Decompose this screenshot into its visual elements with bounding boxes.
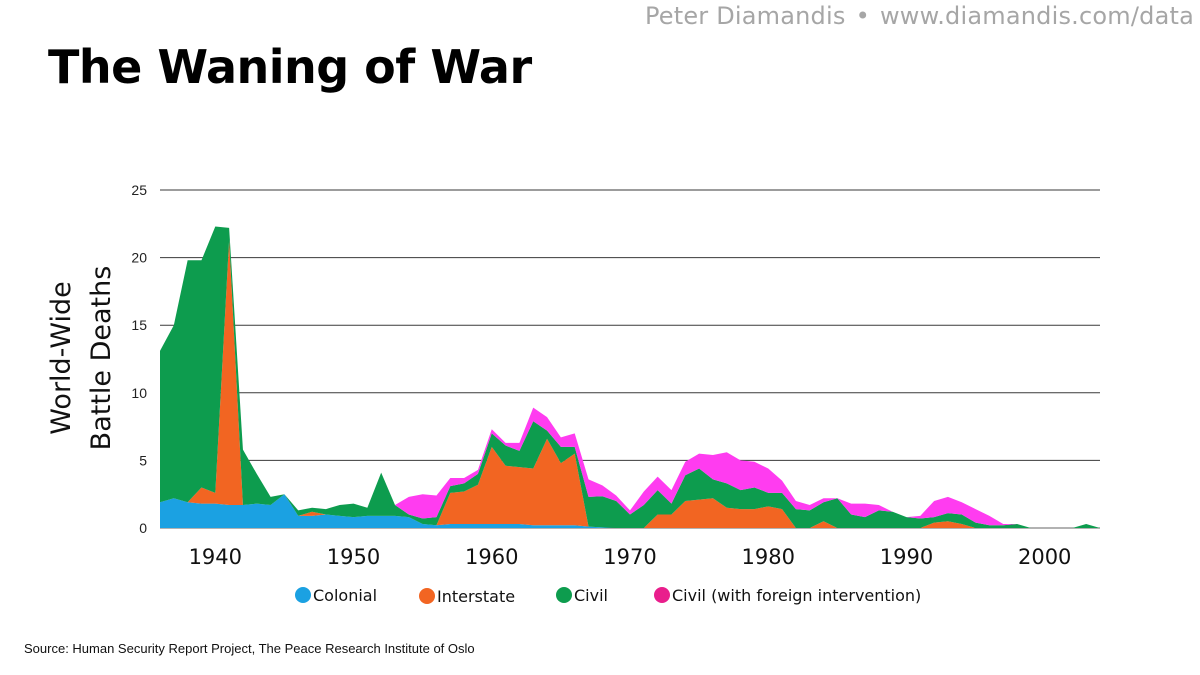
y-axis-ticks: 0 5 10 15 20 25 bbox=[131, 182, 147, 536]
credit-separator: • bbox=[855, 2, 870, 30]
legend-item: Civil (with foreign intervention) bbox=[654, 586, 921, 605]
header-credit: Peter Diamandis • www.diamandis.com/data bbox=[645, 2, 1194, 30]
area-interstate bbox=[160, 240, 1100, 529]
x-tick-label: 1980 bbox=[742, 545, 795, 569]
gridlines bbox=[160, 189, 1100, 529]
area-colonial bbox=[160, 494, 1100, 528]
x-axis-ticks: 1940 1950 1960 1970 1980 1990 2000 bbox=[189, 545, 1072, 569]
area-civil bbox=[160, 226, 1100, 528]
legend-item: Civil bbox=[556, 586, 608, 605]
x-tick-label: 2000 bbox=[1018, 545, 1071, 569]
legend: Colonial Interstate Civil Civil (with forei… bbox=[295, 586, 921, 606]
legend-marker bbox=[419, 588, 435, 604]
y-tick-label: 15 bbox=[131, 317, 147, 333]
page-title: The Waning of War bbox=[48, 40, 532, 94]
y-tick-label: 25 bbox=[131, 182, 147, 198]
x-tick-label: 1950 bbox=[327, 545, 380, 569]
source-note: Source: Human Security Report Project, T… bbox=[24, 641, 475, 656]
legend-item: Interstate bbox=[419, 587, 515, 606]
x-tick-label: 1970 bbox=[603, 545, 656, 569]
x-tick-label: 1960 bbox=[465, 545, 518, 569]
legend-marker bbox=[556, 587, 572, 603]
legend-marker bbox=[295, 587, 311, 603]
website-url: www.diamandis.com/data bbox=[879, 2, 1194, 30]
y-axis-label-line: Battle Deaths bbox=[86, 266, 117, 451]
y-tick-label: 10 bbox=[131, 385, 147, 401]
legend-marker bbox=[654, 587, 670, 603]
stacked-areas bbox=[160, 226, 1100, 529]
area-civil-with-foreign-intervention bbox=[160, 226, 1100, 528]
y-tick-label: 20 bbox=[131, 250, 147, 266]
x-tick-label: 1940 bbox=[189, 545, 242, 569]
y-axis-label-line: World-Wide bbox=[46, 281, 77, 434]
legend-label: Interstate bbox=[437, 587, 515, 606]
y-tick-label: 5 bbox=[139, 452, 147, 468]
legend-item: Colonial bbox=[295, 586, 377, 605]
legend-label: Civil (with foreign intervention) bbox=[672, 586, 921, 605]
legend-label: Colonial bbox=[313, 586, 377, 605]
author-name: Peter Diamandis bbox=[644, 2, 846, 30]
y-tick-label: 0 bbox=[139, 520, 147, 536]
y-axis-label: World-Wide Battle Deaths bbox=[46, 266, 117, 451]
x-tick-label: 1990 bbox=[880, 545, 933, 569]
legend-label: Civil bbox=[574, 586, 608, 605]
